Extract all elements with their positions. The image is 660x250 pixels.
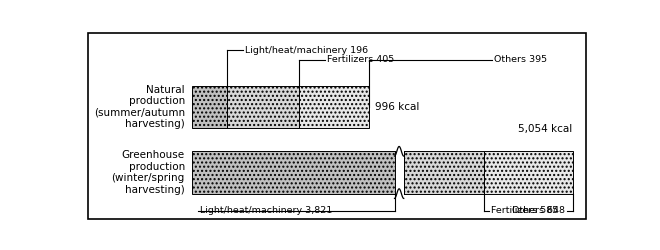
Text: Fertilizers 405: Fertilizers 405 [327, 55, 394, 64]
Text: Light/heat/machinery 196: Light/heat/machinery 196 [245, 46, 368, 55]
Bar [395, 151, 404, 194]
Text: 5,054 kcal: 5,054 kcal [518, 124, 572, 134]
Text: Fertilizers 585: Fertilizers 585 [492, 206, 559, 216]
Bar [404, 151, 484, 194]
Bar [484, 151, 572, 194]
Text: Greenhouse
production
(winter/spring
harvesting): Greenhouse production (winter/spring har… [112, 150, 185, 195]
Bar [193, 86, 227, 128]
Text: 996 kcal: 996 kcal [375, 102, 420, 112]
Text: Others 648: Others 648 [512, 206, 565, 216]
Text: Others 395: Others 395 [494, 55, 547, 64]
Bar [193, 151, 395, 194]
Bar [227, 86, 299, 128]
Text: Light/heat/machinery 3,821: Light/heat/machinery 3,821 [200, 206, 333, 216]
FancyBboxPatch shape [88, 33, 586, 219]
Text: Natural
production
(summer/autumn
harvesting): Natural production (summer/autumn harves… [94, 84, 185, 130]
Bar [299, 86, 369, 128]
